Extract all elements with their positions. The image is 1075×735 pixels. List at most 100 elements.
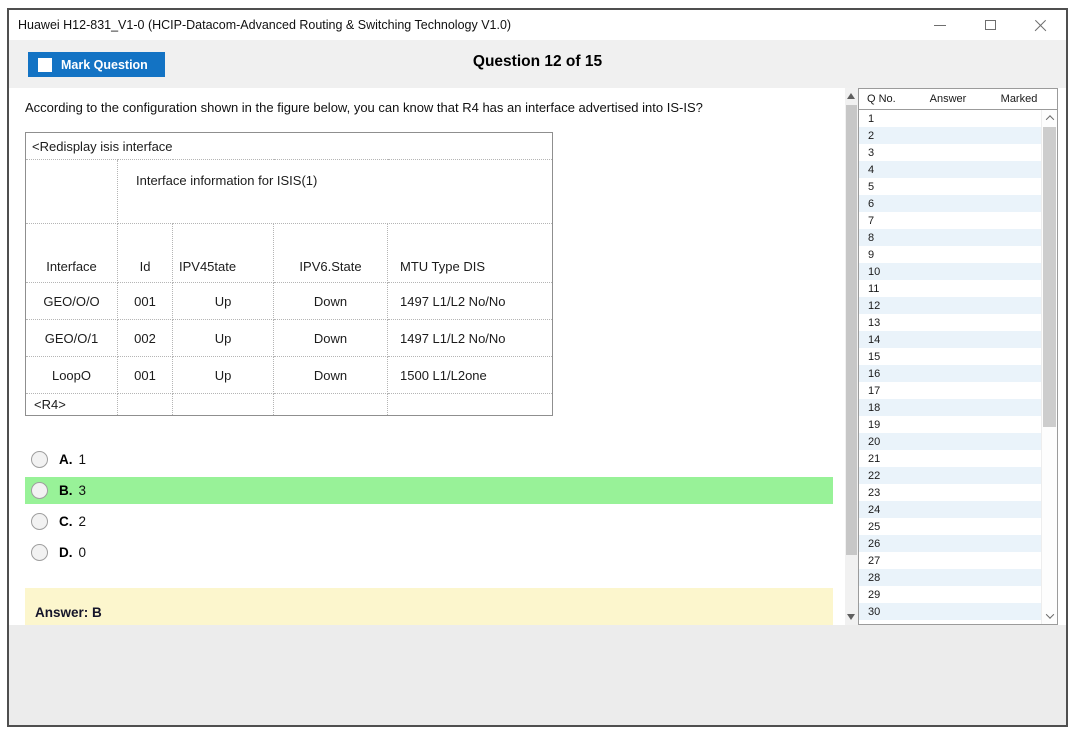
question-list-body: 1 2 3 4 5 6 7 8 9 10 11 12 13 14 15 16 17 18 19 20 21 22 23 24 2…: [859, 110, 1041, 624]
question-list-row[interactable]: 25: [859, 518, 1041, 535]
question-list-row[interactable]: 21: [859, 450, 1041, 467]
question-number: 10: [868, 265, 881, 278]
question-number: 23: [868, 486, 881, 499]
maximize-icon: [984, 20, 996, 30]
radio-button-icon[interactable]: [31, 482, 48, 499]
question-list-row[interactable]: 8: [859, 229, 1041, 246]
answer-option[interactable]: A. 1: [25, 446, 833, 473]
figure-column-header: IPV45tate: [172, 223, 274, 283]
question-number: 9: [868, 248, 875, 261]
question-list-scrollbar[interactable]: [1041, 110, 1057, 624]
option-letter: D.: [59, 545, 73, 560]
answer-option[interactable]: B. 3: [25, 477, 833, 504]
figure-column-header: Id: [117, 223, 173, 283]
question-list-row[interactable]: 16: [859, 365, 1041, 382]
figure-column-header: MTU Type DIS: [386, 223, 554, 283]
question-list-row[interactable]: 6: [859, 195, 1041, 212]
question-number: 8: [868, 231, 875, 244]
question-number: 16: [868, 367, 881, 380]
figure-cell: LoopO: [25, 356, 118, 394]
maximize-button[interactable]: [982, 17, 998, 33]
scroll-down-icon[interactable]: [847, 614, 855, 620]
figure-column-header: Interface: [25, 223, 118, 283]
question-number: 12: [868, 299, 881, 312]
exam-window: Huawei H12-831_V1-0 (HCIP-Datacom-Advanc…: [7, 8, 1068, 727]
question-list-row[interactable]: 11: [859, 280, 1041, 297]
column-marked: Marked: [1000, 93, 1038, 105]
scroll-up-icon[interactable]: [847, 93, 855, 99]
question-number: 26: [868, 537, 881, 550]
question-list-row[interactable]: 23: [859, 484, 1041, 501]
question-number: 15: [868, 350, 881, 363]
mark-question-label: Mark Question: [61, 57, 148, 72]
question-list-row[interactable]: 20: [859, 433, 1041, 450]
question-list-row[interactable]: 17: [859, 382, 1041, 399]
figure-empty-cell: [172, 393, 274, 416]
question-number: 21: [868, 452, 881, 465]
question-number: 29: [868, 588, 881, 601]
scrollbar-thumb[interactable]: [846, 105, 857, 555]
figure-cell: 1500 L1/L2one: [386, 356, 554, 394]
minimize-button[interactable]: [932, 17, 948, 33]
option-text: 1: [78, 452, 87, 467]
question-number: 30: [868, 605, 881, 618]
question-list-row[interactable]: 24: [859, 501, 1041, 518]
answer-option[interactable]: D. 0: [25, 539, 833, 566]
list-scroll-down-icon[interactable]: [1042, 608, 1057, 624]
question-list-row[interactable]: 27: [859, 552, 1041, 569]
figure-cell: GEO/O/O: [25, 282, 118, 320]
question-list-row[interactable]: 10: [859, 263, 1041, 280]
question-list-row[interactable]: 29: [859, 586, 1041, 603]
radio-button-icon[interactable]: [31, 513, 48, 530]
question-list-row[interactable]: 22: [859, 467, 1041, 484]
question-number: 6: [868, 197, 875, 210]
figure-data-row: LoopO 001 Up Down 1500 L1/L2one: [25, 356, 554, 394]
minimize-icon: [934, 24, 946, 26]
mark-question-button[interactable]: Mark Question: [28, 52, 165, 77]
figure-column-header: IPV6.State: [273, 223, 388, 283]
question-list-row[interactable]: 15: [859, 348, 1041, 365]
question-number: 13: [868, 316, 881, 329]
footer-band: Previous Next Show Answer Review ✓ Show …: [9, 625, 1066, 725]
mark-question-checkbox[interactable]: [38, 57, 52, 72]
question-text: According to the configuration shown in …: [25, 100, 703, 115]
question-list-row[interactable]: 28: [859, 569, 1041, 586]
close-icon: [1034, 19, 1047, 32]
list-scrollbar-thumb[interactable]: [1043, 127, 1056, 427]
figure-empty-cell: [386, 393, 554, 416]
question-list-row[interactable]: 5: [859, 178, 1041, 195]
question-list-row[interactable]: 26: [859, 535, 1041, 552]
figure-cell: Up: [172, 319, 274, 357]
figure-cell: 002: [117, 319, 173, 357]
question-list-row[interactable]: 19: [859, 416, 1041, 433]
question-list-row[interactable]: 7: [859, 212, 1041, 229]
question-list-row[interactable]: 14: [859, 331, 1041, 348]
question-list-row[interactable]: 9: [859, 246, 1041, 263]
question-list-row[interactable]: 1: [859, 110, 1041, 127]
list-scroll-up-icon[interactable]: [1042, 110, 1057, 126]
close-button[interactable]: [1032, 17, 1048, 33]
question-number: 4: [868, 163, 875, 176]
figure-empty-cell: [117, 393, 173, 416]
question-list-row[interactable]: 18: [859, 399, 1041, 416]
question-list-row[interactable]: 2: [859, 127, 1041, 144]
question-list-row[interactable]: 3: [859, 144, 1041, 161]
question-number: 27: [868, 554, 881, 567]
content-scrollbar[interactable]: [845, 88, 858, 625]
figure-cell: Up: [172, 356, 274, 394]
radio-button-icon[interactable]: [31, 544, 48, 561]
answer-option[interactable]: C. 2: [25, 508, 833, 535]
question-counter: Question 12 of 15: [472, 53, 603, 70]
question-list-row[interactable]: 13: [859, 314, 1041, 331]
figure-cell: 001: [117, 282, 173, 320]
question-number: 18: [868, 401, 881, 414]
option-text: 3: [78, 483, 87, 498]
question-list-row[interactable]: 12: [859, 297, 1041, 314]
question-list-row[interactable]: 4: [859, 161, 1041, 178]
figure-data-row: GEO/O/1 002 Up Down 1497 L1/L2 No/No: [25, 319, 554, 357]
question-list-row[interactable]: 30: [859, 603, 1041, 620]
answer-label: Answer: B: [35, 605, 102, 620]
question-number: 28: [868, 571, 881, 584]
figure-cell: GEO/O/1: [25, 319, 118, 357]
radio-button-icon[interactable]: [31, 451, 48, 468]
